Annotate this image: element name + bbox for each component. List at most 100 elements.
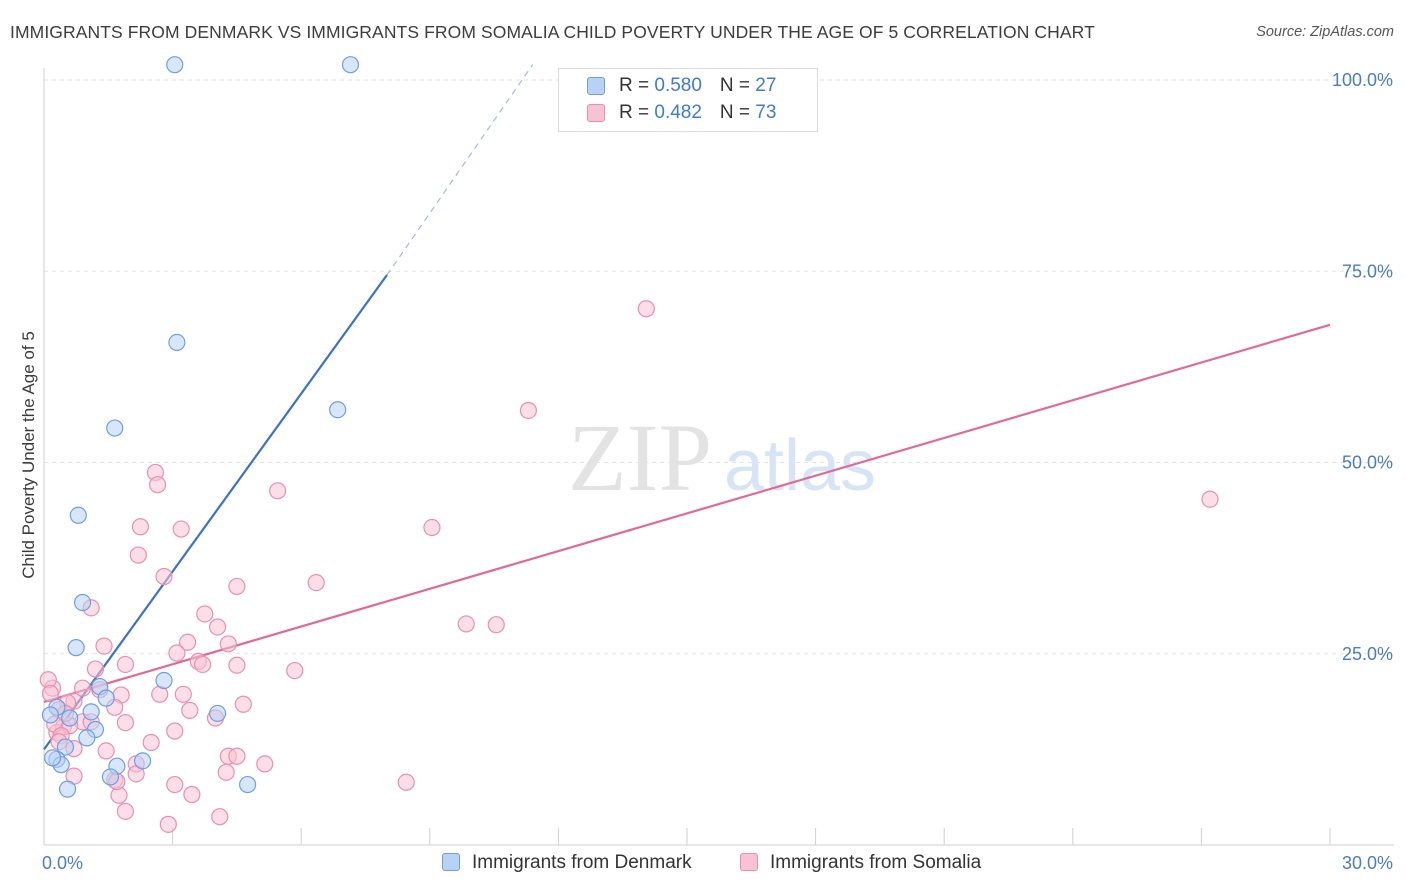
somalia-point-53 (228, 747, 246, 765)
legend-swatch-somalia (587, 104, 605, 122)
x-tick-label-0: 0.0% (42, 853, 83, 873)
somalia-point-15 (457, 615, 475, 633)
legend-n-label-somalia: N = (719, 102, 756, 123)
somalia-point-3 (269, 482, 287, 500)
somalia-point-55 (256, 755, 274, 773)
somalia-point-18 (219, 635, 237, 653)
somalia-trend-line (43, 323, 1331, 704)
denmark-point-13 (209, 704, 227, 723)
y-tick-label-1: 50.0% (1342, 453, 1393, 473)
bottom-legend-swatch-somalia (740, 853, 758, 871)
somalia-point-14 (196, 605, 214, 623)
somalia-point-47 (142, 733, 160, 752)
somalia-point-10 (155, 567, 173, 586)
watermark-zip: ZIP (568, 404, 712, 511)
denmark-point-12 (82, 703, 100, 721)
y-tick-label-3: 100.0% (1332, 70, 1393, 90)
somalia-point-8 (423, 518, 441, 537)
x-tick-label-1: 30.0% (1342, 853, 1393, 873)
legend-r-label-somalia: R = (619, 102, 655, 123)
source-label: Source: ZipAtlas.com (1256, 24, 1394, 40)
bottom-legend-label-somalia: Immigrants from Somalia (770, 852, 982, 873)
denmark-point-25 (41, 706, 60, 724)
somalia-point-5 (148, 476, 167, 494)
somalia-point-2 (1201, 490, 1219, 508)
somalia-point-66 (116, 802, 135, 820)
legend-r-value-somalia: 0.482 (654, 102, 702, 123)
somalia-point-26 (228, 656, 246, 674)
somalia-point-29 (73, 679, 92, 697)
denmark-point-6 (73, 593, 92, 612)
somalia-point-37 (181, 701, 199, 719)
bottom-legend-denmark: Immigrants from Denmark (442, 852, 692, 874)
denmark-point-20 (133, 752, 152, 770)
somalia-point-59 (166, 775, 184, 794)
somalia-point-44 (116, 713, 135, 732)
denmark-point-5 (69, 506, 87, 524)
denmark-trend-extension (386, 64, 534, 276)
somalia-point-67 (159, 815, 177, 833)
somalia-point-9 (129, 546, 147, 564)
y-tick-label-0: 25.0% (1342, 644, 1393, 664)
legend-swatch-denmark (587, 77, 605, 95)
somalia-point-12 (228, 577, 246, 596)
somalia-points (39, 300, 1219, 833)
somalia-point-11 (307, 574, 325, 592)
legend-n-label-denmark: N = (719, 75, 756, 96)
denmark-point-3 (106, 419, 124, 437)
somalia-point-71 (41, 684, 60, 703)
denmark-point-17 (56, 738, 75, 756)
somalia-point-7 (131, 518, 150, 536)
denmark-point-2 (168, 333, 186, 351)
denmark-point-24 (239, 775, 257, 794)
denmark-point-14 (61, 709, 79, 727)
somalia-point-16 (487, 616, 505, 634)
denmark-point-26 (43, 749, 62, 767)
somalia-point-65 (211, 808, 229, 826)
denmark-point-4 (329, 401, 347, 419)
denmark-point-0 (166, 56, 184, 74)
denmark-trend-line (43, 274, 388, 751)
denmark-point-23 (58, 780, 77, 798)
somalia-point-20 (95, 637, 113, 655)
denmark-point-16 (78, 729, 96, 747)
chart-title: IMMIGRANTS FROM DENMARK VS IMMIGRANTS FR… (10, 22, 1095, 42)
somalia-point-21 (168, 644, 186, 662)
bottom-legend-somalia: Immigrants from Somalia (740, 852, 981, 874)
somalia-point-25 (86, 660, 105, 678)
somalia-point-34 (234, 695, 252, 713)
denmark-points (41, 56, 360, 798)
axes (43, 68, 1394, 846)
gridlines (44, 79, 1394, 655)
somalia-point-51 (97, 742, 115, 760)
somalia-point-6 (172, 520, 190, 538)
somalia-point-0 (637, 300, 655, 318)
tick-labels: 25.0% 50.0% 75.0% 100.0% 0.0% 30.0% (42, 70, 1393, 873)
somalia-point-48 (166, 722, 184, 740)
legend-r-label-denmark: R = (619, 75, 655, 96)
denmark-point-8 (155, 671, 173, 690)
denmark-point-7 (67, 639, 85, 657)
watermark: ZIP atlas (568, 404, 876, 511)
legend-n-value-denmark: 27 (755, 75, 777, 96)
bottom-legend-swatch-denmark (442, 853, 460, 871)
somalia-point-23 (194, 655, 212, 674)
somalia-point-27 (286, 661, 304, 680)
somalia-point-19 (179, 633, 197, 651)
somalia-point-17 (209, 618, 227, 636)
somalia-point-1 (519, 401, 537, 420)
denmark-point-1 (341, 56, 360, 74)
correlation-legend: R = 0.580 N = 27 R = 0.482 N = 73 (558, 68, 818, 132)
somalia-point-56 (217, 763, 235, 781)
legend-r-value-denmark: 0.580 (654, 75, 702, 96)
y-tick-label-2: 75.0% (1342, 261, 1393, 281)
y-axis-label: Child Poverty Under the Age of 5 (19, 331, 38, 579)
somalia-point-62 (183, 785, 201, 804)
denmark-point-10 (97, 689, 115, 707)
somalia-point-64 (397, 773, 415, 791)
denmark-point-22 (101, 768, 120, 786)
legend-n-value-somalia: 73 (755, 102, 777, 123)
bottom-legend-label-denmark: Immigrants from Denmark (472, 852, 692, 873)
watermark-atlas: atlas (724, 426, 876, 506)
